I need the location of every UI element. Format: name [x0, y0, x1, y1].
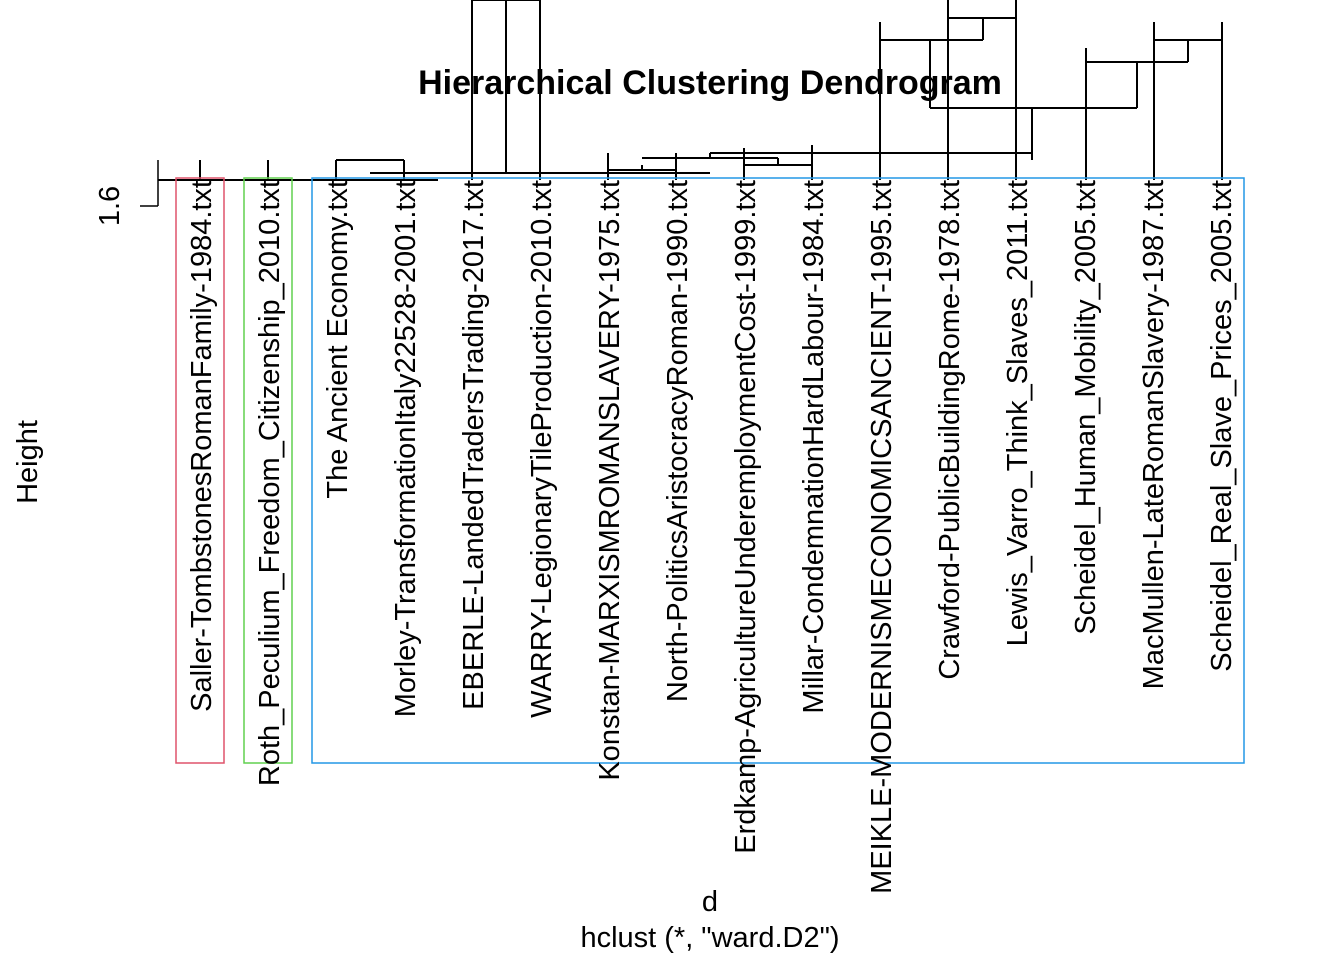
leaf-label: Scheidel_Human_Mobility_2005.txt — [1070, 180, 1102, 635]
leaf-label: Roth_Peculium_Freedom_Citizenship_2010.t… — [254, 180, 286, 786]
leaf-label: Scheidel_Real_Slave_Prices_2005.txt — [1206, 180, 1238, 672]
chart-subtitle: hclust (*, "ward.D2") — [580, 922, 839, 954]
dendrogram-branches — [158, 0, 1223, 181]
leaf-label: Erdkamp-AgricultureUnderemploymentCost-1… — [730, 180, 762, 854]
chart-title: Hierarchical Clustering Dendrogram — [418, 64, 1002, 102]
leaf-label: MEIKLE-MODERNISMECONOMICSANCIENT-1995.tx… — [866, 180, 898, 894]
x-axis-title: d — [702, 886, 718, 918]
leaf-label: WARRY-LegionaryTileProduction-2010.txt — [526, 180, 558, 718]
cluster-rectangle — [311, 177, 1245, 764]
leaf-labels: Saller-TombstonesRomanFamily-1984.txt Rot… — [186, 180, 1238, 894]
leaf-label: Konstan-MARXISMROMANSLAVERY-1975.txt — [594, 180, 626, 781]
leaf-label: MacMullen-LateRomanSlavery-1987.txt — [1138, 180, 1170, 689]
cluster-rectangles — [175, 177, 1245, 764]
leaf-label: EBERLE-LandedTradersTrading-2017.txt — [458, 180, 490, 710]
y-tick-label: 1.6 — [94, 186, 126, 226]
leaf-label: Lewis_Varro_Think_Slaves_2011.txt — [1002, 180, 1034, 646]
leaf-label: Morley-TransformationItaly22528-2001.txt — [390, 180, 422, 717]
leaf-label: The Ancient Economy.txt — [322, 180, 354, 499]
leaf-label: Millar-CondemnationHardLabour-1984.txt — [798, 180, 830, 714]
y-axis-title: Height — [12, 420, 44, 504]
leaf-label: Crawford-PublicBuildingRome-1978.txt — [934, 180, 966, 680]
leaf-label: Saller-TombstonesRomanFamily-1984.txt — [186, 180, 218, 712]
leaf-label: North-PoliticsAristocracyRoman-1990.txt — [662, 180, 694, 702]
cluster-rectangle — [243, 177, 293, 764]
cluster-rectangle — [175, 177, 225, 764]
